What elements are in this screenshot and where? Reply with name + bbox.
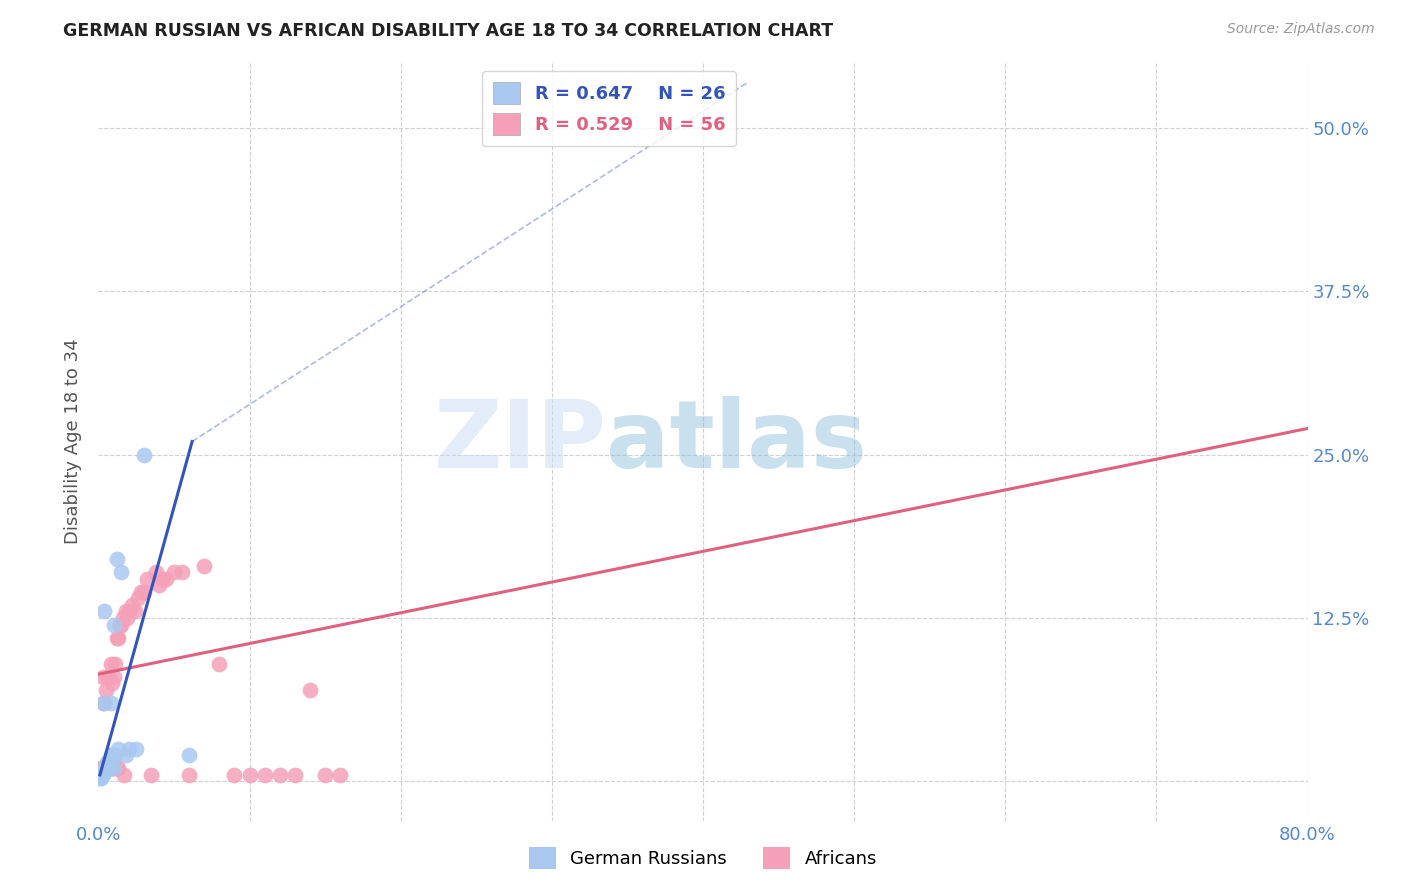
Point: [91, 768, 114, 782]
Point: [224, 768, 246, 782]
Point: [148, 578, 170, 592]
Point: [114, 605, 136, 619]
Point: [108, 617, 131, 632]
Point: [145, 566, 167, 580]
Point: [105, 761, 128, 775]
Point: [100, 748, 122, 763]
Point: [98, 761, 121, 775]
Point: [100, 657, 122, 671]
Point: [118, 741, 141, 756]
Point: [179, 748, 201, 763]
Text: Source: ZipAtlas.com: Source: ZipAtlas.com: [1227, 22, 1375, 37]
Text: atlas: atlas: [606, 395, 868, 488]
Point: [170, 566, 193, 580]
Point: [103, 617, 125, 632]
Point: [90, 771, 112, 785]
Point: [90, 768, 112, 782]
Point: [118, 605, 141, 619]
Point: [90, 768, 112, 782]
Point: [150, 572, 173, 586]
Point: [314, 768, 336, 782]
Point: [94, 761, 117, 775]
Point: [112, 768, 135, 782]
Point: [103, 758, 125, 772]
Point: [124, 605, 146, 619]
Point: [105, 552, 128, 566]
Point: [89, 771, 111, 785]
Point: [91, 764, 114, 778]
Point: [94, 682, 117, 697]
Legend: R = 0.647    N = 26, R = 0.529    N = 56: R = 0.647 N = 26, R = 0.529 N = 56: [482, 71, 737, 146]
Point: [121, 598, 143, 612]
Point: [105, 631, 128, 645]
Point: [96, 670, 118, 684]
Point: [299, 682, 322, 697]
Point: [269, 768, 291, 782]
Point: [101, 676, 124, 690]
Legend: German Russians, Africans: German Russians, Africans: [522, 839, 884, 876]
Point: [141, 768, 163, 782]
Point: [129, 585, 152, 599]
Text: GERMAN RUSSIAN VS AFRICAN DISABILITY AGE 18 TO 34 CORRELATION CHART: GERMAN RUSSIAN VS AFRICAN DISABILITY AGE…: [63, 22, 834, 40]
Point: [110, 617, 132, 632]
Point: [132, 448, 155, 462]
Point: [93, 605, 115, 619]
Point: [179, 768, 201, 782]
Point: [107, 741, 129, 756]
Point: [284, 768, 307, 782]
Point: [155, 572, 177, 586]
Point: [93, 761, 115, 775]
Point: [208, 657, 231, 671]
Point: [127, 591, 149, 606]
Point: [89, 768, 111, 782]
Point: [100, 696, 122, 710]
Point: [101, 761, 124, 775]
Point: [104, 761, 127, 775]
Point: [107, 631, 129, 645]
Point: [91, 670, 114, 684]
Point: [94, 758, 117, 772]
Point: [253, 768, 276, 782]
Point: [90, 761, 112, 775]
Text: ZIP: ZIP: [433, 395, 606, 488]
Point: [110, 566, 132, 580]
Point: [111, 611, 134, 625]
Point: [103, 670, 125, 684]
Point: [93, 765, 115, 780]
Point: [96, 758, 118, 772]
Point: [132, 585, 155, 599]
Point: [98, 670, 121, 684]
Y-axis label: Disability Age 18 to 34: Disability Age 18 to 34: [65, 339, 83, 544]
Point: [101, 748, 124, 763]
Point: [135, 572, 157, 586]
Point: [104, 748, 127, 763]
Point: [100, 761, 122, 775]
Point: [329, 768, 352, 782]
Point: [193, 558, 215, 573]
Point: [98, 757, 121, 772]
Point: [239, 768, 262, 782]
Point: [103, 761, 125, 775]
Point: [163, 566, 186, 580]
Point: [114, 748, 136, 763]
Point: [96, 755, 118, 769]
Point: [94, 761, 117, 775]
Point: [93, 696, 115, 710]
Point: [107, 761, 129, 775]
Point: [104, 657, 127, 671]
Point: [96, 761, 118, 775]
Point: [115, 611, 138, 625]
Point: [125, 741, 148, 756]
Point: [91, 696, 114, 710]
